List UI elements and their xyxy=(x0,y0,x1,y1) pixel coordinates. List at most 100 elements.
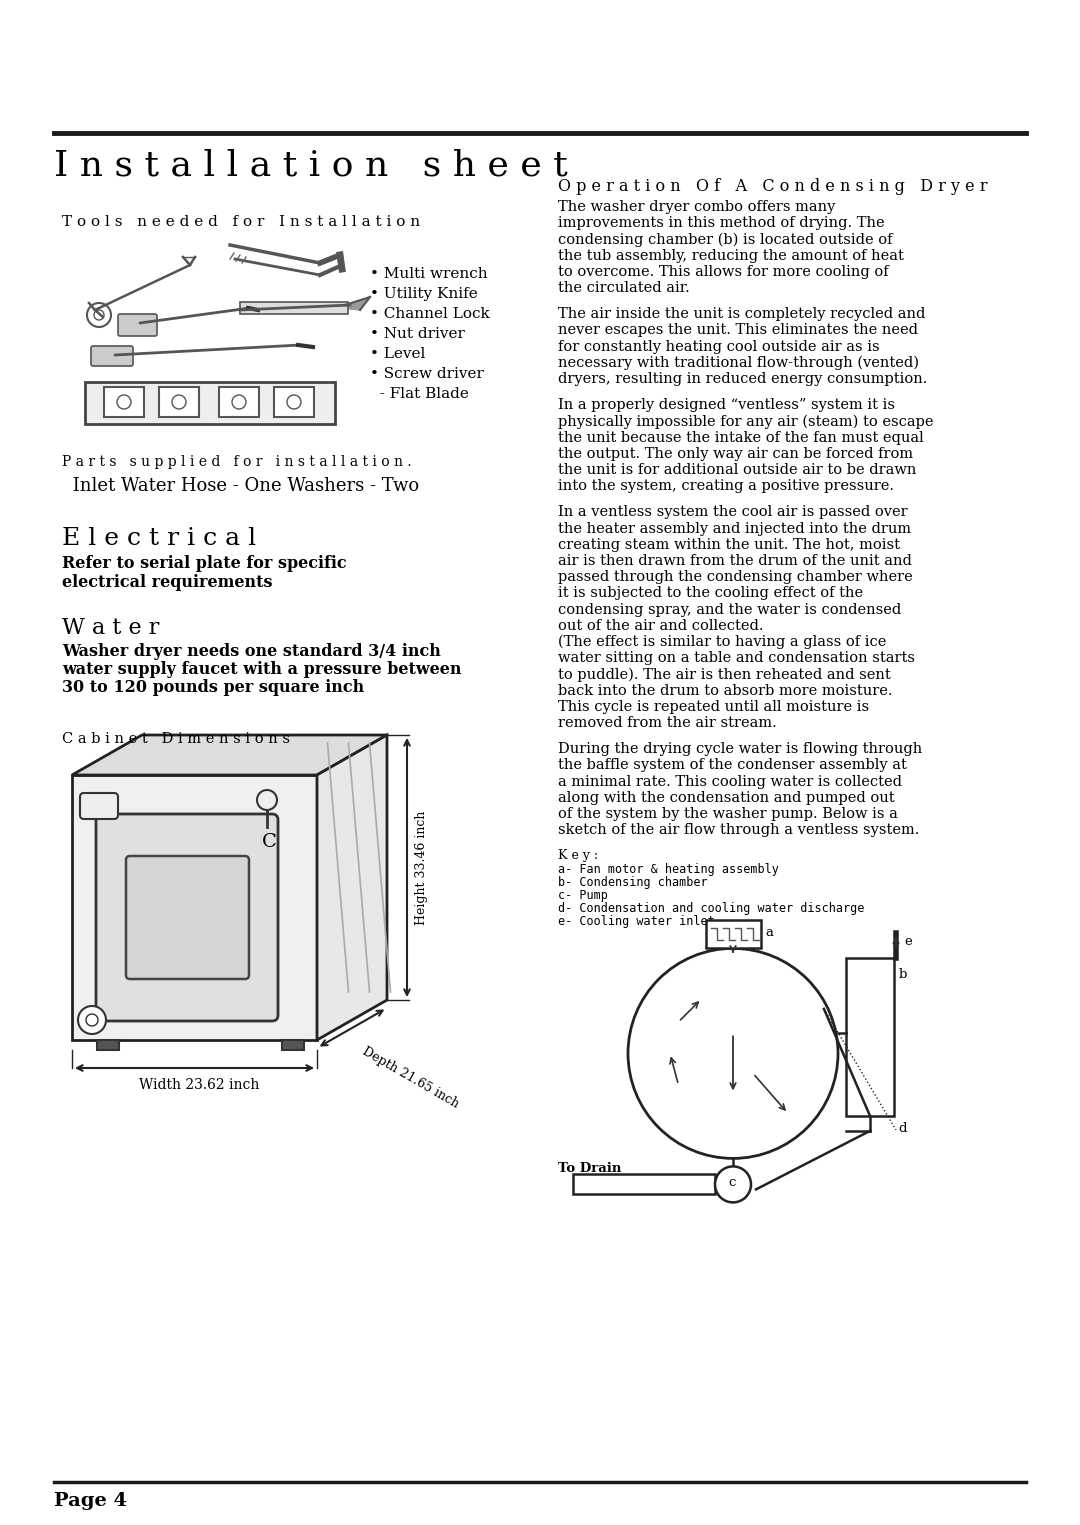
Text: condensing chamber (b) is located outside of: condensing chamber (b) is located outsid… xyxy=(558,232,892,247)
FancyBboxPatch shape xyxy=(72,775,318,1040)
Text: E l e c t r i c a l: E l e c t r i c a l xyxy=(62,528,256,551)
FancyBboxPatch shape xyxy=(573,1174,715,1194)
Text: water sitting on a table and condensation starts: water sitting on a table and condensatio… xyxy=(558,651,915,665)
Text: creating steam within the unit. The hot, moist: creating steam within the unit. The hot,… xyxy=(558,538,900,552)
Text: never escapes the unit. This eliminates the need: never escapes the unit. This eliminates … xyxy=(558,323,918,337)
FancyBboxPatch shape xyxy=(159,387,199,416)
Text: a: a xyxy=(765,926,773,939)
Circle shape xyxy=(627,949,838,1159)
Text: e- Cooling water inlet: e- Cooling water inlet xyxy=(558,915,715,929)
Text: b- Condensing chamber: b- Condensing chamber xyxy=(558,877,707,889)
Text: the unit because the intake of the fan must equal: the unit because the intake of the fan m… xyxy=(558,430,923,445)
Text: e: e xyxy=(904,935,912,949)
Circle shape xyxy=(172,395,186,409)
Text: Width 23.62 inch: Width 23.62 inch xyxy=(139,1078,259,1092)
Text: a- Fan motor & heating assembly: a- Fan motor & heating assembly xyxy=(558,863,779,877)
Text: to overcome. This allows for more cooling of: to overcome. This allows for more coolin… xyxy=(558,265,889,279)
Polygon shape xyxy=(72,735,387,775)
Text: sketch of the air flow through a ventless system.: sketch of the air flow through a ventles… xyxy=(558,824,919,837)
Text: Inlet Water Hose - One Washers - Two: Inlet Water Hose - One Washers - Two xyxy=(67,477,419,496)
Text: the circulated air.: the circulated air. xyxy=(558,281,690,294)
Text: the output. The only way air can be forced from: the output. The only way air can be forc… xyxy=(558,447,913,461)
Text: passed through the condensing chamber where: passed through the condensing chamber wh… xyxy=(558,570,913,584)
Text: b: b xyxy=(899,968,907,982)
Text: O p e r a t i o n   O f   A   C o n d e n s i n g   D r y e r: O p e r a t i o n O f A C o n d e n s i … xyxy=(558,178,987,195)
Text: During the drying cycle water is flowing through: During the drying cycle water is flowing… xyxy=(558,743,922,756)
Text: d- Condensation and cooling water discharge: d- Condensation and cooling water discha… xyxy=(558,903,864,915)
Text: • Screw driver: • Screw driver xyxy=(370,368,484,381)
FancyBboxPatch shape xyxy=(274,387,314,416)
Text: d: d xyxy=(897,1122,906,1135)
Text: K e y :: K e y : xyxy=(558,849,598,863)
FancyBboxPatch shape xyxy=(846,958,894,1116)
FancyBboxPatch shape xyxy=(96,814,278,1022)
Text: The washer dryer combo offers many: The washer dryer combo offers many xyxy=(558,200,835,214)
Text: • Nut driver: • Nut driver xyxy=(370,326,464,342)
Text: - Flat Blade: - Flat Blade xyxy=(370,387,469,401)
Text: the tub assembly, reducing the amount of heat: the tub assembly, reducing the amount of… xyxy=(558,249,904,262)
Text: to puddle). The air is then reheated and sent: to puddle). The air is then reheated and… xyxy=(558,668,891,682)
Text: In a properly designed “ventless” system it is: In a properly designed “ventless” system… xyxy=(558,398,895,412)
Text: removed from the air stream.: removed from the air stream. xyxy=(558,717,777,730)
FancyBboxPatch shape xyxy=(118,314,157,336)
Text: Washer dryer needs one standard 3/4 inch: Washer dryer needs one standard 3/4 inch xyxy=(62,644,441,660)
Text: This cycle is repeated until all moisture is: This cycle is repeated until all moistur… xyxy=(558,700,869,714)
FancyBboxPatch shape xyxy=(104,387,144,416)
Text: electrical requirements: electrical requirements xyxy=(62,573,272,592)
Text: • Channel Lock: • Channel Lock xyxy=(370,307,489,320)
Text: dryers, resulting in reduced energy consumption.: dryers, resulting in reduced energy cons… xyxy=(558,372,928,386)
FancyBboxPatch shape xyxy=(282,1040,303,1051)
Circle shape xyxy=(257,790,276,810)
Text: I n s t a l l a t i o n   s h e e t: I n s t a l l a t i o n s h e e t xyxy=(54,148,568,181)
Text: the unit is for additional outside air to be drawn: the unit is for additional outside air t… xyxy=(558,464,916,477)
FancyBboxPatch shape xyxy=(85,381,335,424)
Text: the heater assembly and injected into the drum: the heater assembly and injected into th… xyxy=(558,522,912,535)
Circle shape xyxy=(117,395,131,409)
Text: • Level: • Level xyxy=(370,348,426,361)
Text: back into the drum to absorb more moisture.: back into the drum to absorb more moistu… xyxy=(558,683,892,697)
Text: C a b i n e t   D i m e n s i o n s: C a b i n e t D i m e n s i o n s xyxy=(62,732,291,746)
Polygon shape xyxy=(340,297,370,310)
Text: Page 4: Page 4 xyxy=(54,1491,127,1510)
FancyBboxPatch shape xyxy=(240,302,348,314)
Text: for constantly heating cool outside air as is: for constantly heating cool outside air … xyxy=(558,340,879,354)
FancyBboxPatch shape xyxy=(80,793,118,819)
Text: a minimal rate. This cooling water is collected: a minimal rate. This cooling water is co… xyxy=(558,775,902,788)
Text: (The effect is similar to having a glass of ice: (The effect is similar to having a glass… xyxy=(558,634,887,650)
Text: physically impossible for any air (steam) to escape: physically impossible for any air (steam… xyxy=(558,415,933,429)
Text: The air inside the unit is completely recycled and: The air inside the unit is completely re… xyxy=(558,307,926,322)
Text: c- Pump: c- Pump xyxy=(558,889,608,903)
Text: Height 33.46 inch: Height 33.46 inch xyxy=(415,810,428,924)
FancyBboxPatch shape xyxy=(126,856,249,979)
Text: it is subjected to the cooling effect of the: it is subjected to the cooling effect of… xyxy=(558,587,863,601)
Text: condensing spray, and the water is condensed: condensing spray, and the water is conde… xyxy=(558,602,901,616)
FancyBboxPatch shape xyxy=(219,387,259,416)
FancyBboxPatch shape xyxy=(91,346,133,366)
Text: • Utility Knife: • Utility Knife xyxy=(370,287,477,300)
Text: the baffle system of the condenser assembly at: the baffle system of the condenser assem… xyxy=(558,758,907,772)
FancyBboxPatch shape xyxy=(97,1040,119,1051)
Text: Depth 21.65 inch: Depth 21.65 inch xyxy=(360,1045,461,1110)
Circle shape xyxy=(87,303,111,326)
Circle shape xyxy=(715,1167,751,1202)
Text: of the system by the washer pump. Below is a: of the system by the washer pump. Below … xyxy=(558,807,897,820)
Polygon shape xyxy=(318,735,387,1040)
Text: To Drain: To Drain xyxy=(558,1162,621,1176)
Text: c: c xyxy=(728,1176,735,1190)
Text: C: C xyxy=(262,833,276,851)
Text: • Multi wrench: • Multi wrench xyxy=(370,267,488,281)
Text: Refer to serial plate for specific: Refer to serial plate for specific xyxy=(62,555,347,572)
Text: improvements in this method of drying. The: improvements in this method of drying. T… xyxy=(558,217,885,230)
Circle shape xyxy=(287,395,301,409)
Text: T o o l s   n e e d e d   f o r   I n s t a l l a t i o n: T o o l s n e e d e d f o r I n s t a l … xyxy=(62,215,420,229)
Text: necessary with traditional flow-through (vented): necessary with traditional flow-through … xyxy=(558,355,919,371)
Text: water supply faucet with a pressure between: water supply faucet with a pressure betw… xyxy=(62,660,461,679)
Circle shape xyxy=(232,395,246,409)
Text: 30 to 120 pounds per square inch: 30 to 120 pounds per square inch xyxy=(62,679,364,695)
Text: air is then drawn from the drum of the unit and: air is then drawn from the drum of the u… xyxy=(558,554,912,567)
Text: P a r t s   s u p p l i e d   f o r   i n s t a l l a t i o n .: P a r t s s u p p l i e d f o r i n s t … xyxy=(62,454,411,470)
FancyBboxPatch shape xyxy=(706,921,761,949)
Text: into the system, creating a positive pressure.: into the system, creating a positive pre… xyxy=(558,479,894,493)
Text: In a ventless system the cool air is passed over: In a ventless system the cool air is pas… xyxy=(558,505,907,520)
Circle shape xyxy=(78,1006,106,1034)
